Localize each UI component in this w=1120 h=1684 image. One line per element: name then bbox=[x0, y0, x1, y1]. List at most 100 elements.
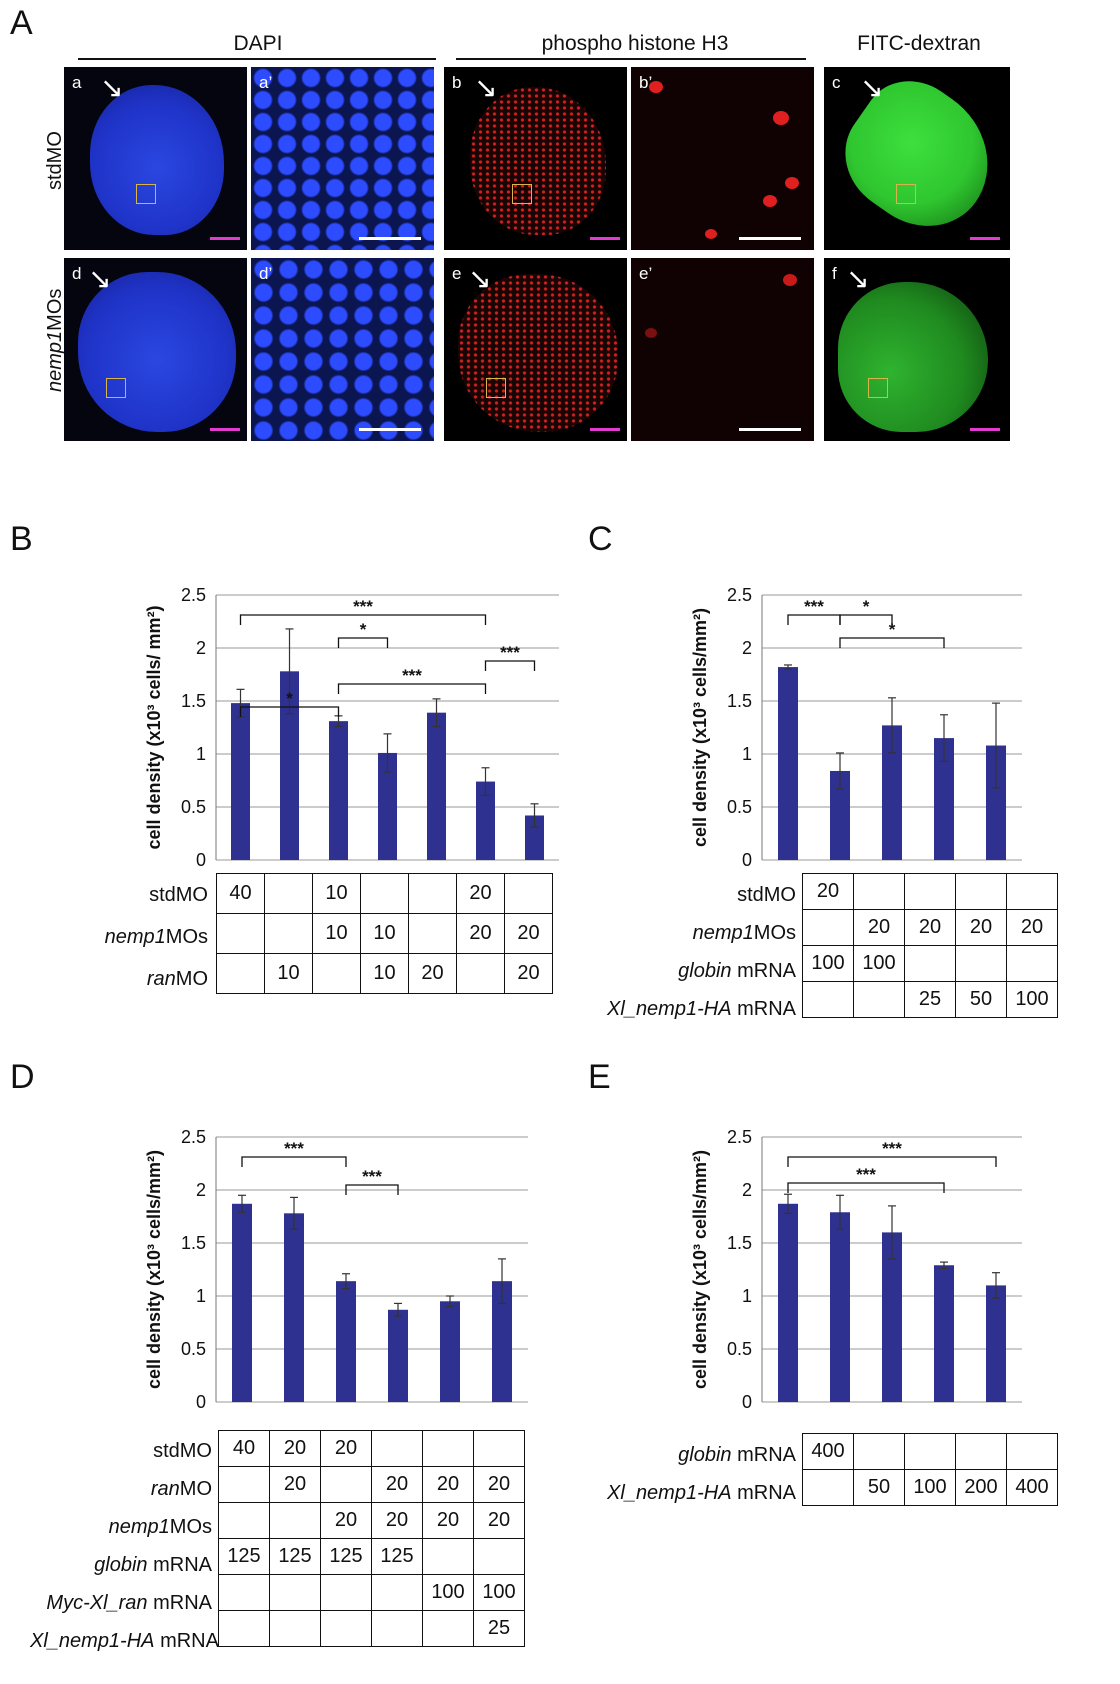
table-label-text: mRNA bbox=[731, 1444, 796, 1466]
table-cell bbox=[1006, 873, 1058, 910]
header-dapi-line bbox=[78, 58, 436, 60]
table-cell bbox=[422, 1538, 474, 1575]
y-tick-label: 2.5 bbox=[727, 1127, 752, 1147]
table-cell bbox=[802, 981, 854, 1018]
significance-bracket bbox=[239, 614, 487, 625]
significance-label: * bbox=[360, 620, 367, 639]
table-cell bbox=[473, 1538, 525, 1575]
sublabel-b: b bbox=[452, 73, 462, 92]
significance-bracket bbox=[345, 1184, 399, 1195]
significance-bracket bbox=[787, 1156, 997, 1167]
table-cell: 10 bbox=[312, 873, 361, 914]
table-label-text: mRNA bbox=[731, 960, 796, 982]
bar bbox=[830, 770, 850, 860]
y-tick-label: 2.5 bbox=[181, 1127, 206, 1147]
table-label-text: mRNA bbox=[147, 1592, 212, 1614]
significance-label: *** bbox=[856, 1165, 876, 1184]
table-cell: 20 bbox=[408, 953, 457, 994]
table-cell: 25 bbox=[904, 981, 956, 1018]
y-tick-label: 1.5 bbox=[727, 691, 752, 711]
panel-letter-c: C bbox=[588, 520, 613, 558]
sublabel-f: f bbox=[832, 264, 837, 283]
micrograph-a-dapi-whole: a ↘ bbox=[64, 67, 247, 250]
y-tick-label: 1 bbox=[742, 1286, 752, 1306]
table-label-italic: globin bbox=[678, 960, 732, 982]
bar bbox=[882, 1232, 902, 1402]
y-tick-label: 1.5 bbox=[181, 1233, 206, 1253]
bar bbox=[986, 745, 1006, 860]
table-cell bbox=[218, 1610, 270, 1647]
scale-bar bbox=[359, 428, 421, 431]
table-cell bbox=[269, 1610, 321, 1647]
table-row: 100 100 bbox=[802, 945, 1058, 982]
arrow-icon: ↘ bbox=[100, 72, 124, 103]
table-cell: 10 bbox=[360, 953, 409, 994]
table-c-label-0: stdMO bbox=[590, 884, 796, 907]
table-cell bbox=[269, 1502, 321, 1539]
table-cell bbox=[371, 1430, 423, 1467]
scale-bar bbox=[590, 428, 620, 431]
y-tick-label: 0.5 bbox=[727, 1339, 752, 1359]
table-cell: 125 bbox=[218, 1538, 270, 1575]
table-cell bbox=[955, 1433, 1007, 1470]
table-cell bbox=[904, 945, 956, 982]
panel-letter-b: B bbox=[10, 520, 33, 558]
table-cell: 200 bbox=[955, 1469, 1007, 1506]
table-row: 50 100 200 400 bbox=[802, 1469, 1058, 1506]
panel-letter-a: A bbox=[10, 4, 33, 42]
table-b-label-0: stdMO bbox=[60, 884, 208, 907]
table-label-italic: nemp1 bbox=[692, 922, 754, 944]
significance-label: * bbox=[863, 597, 870, 616]
table-cell bbox=[408, 873, 457, 914]
significance-label: *** bbox=[362, 1167, 382, 1186]
table-cell bbox=[955, 945, 1007, 982]
table-row: 20 bbox=[802, 873, 1058, 910]
bar bbox=[284, 1213, 304, 1402]
table-cell: 20 bbox=[504, 913, 553, 954]
table-cell: 20 bbox=[422, 1502, 474, 1539]
table-cell bbox=[1006, 1433, 1058, 1470]
table-cell bbox=[320, 1574, 372, 1611]
significance-label: *** bbox=[882, 1139, 902, 1158]
table-cell bbox=[216, 953, 265, 994]
table-cell: 40 bbox=[218, 1430, 270, 1467]
sublabel-b-prime: b’ bbox=[639, 73, 653, 92]
table-cell: 125 bbox=[269, 1538, 321, 1575]
table-row: 10 10 20 20 bbox=[216, 953, 553, 994]
y-tick-label: 2.5 bbox=[181, 585, 206, 605]
table-cell: 10 bbox=[360, 913, 409, 954]
table-cell bbox=[422, 1430, 474, 1467]
bar bbox=[778, 667, 798, 860]
table-e-label-1: Xl_nemp1-HA mRNA bbox=[590, 1482, 796, 1505]
table-cell: 100 bbox=[853, 945, 905, 982]
y-tick-label: 2 bbox=[196, 1180, 206, 1200]
table-row: 100 100 bbox=[218, 1574, 525, 1611]
table-cell bbox=[320, 1466, 372, 1503]
table-label-text: stdMO bbox=[149, 884, 208, 906]
bar bbox=[329, 721, 348, 860]
table-cell bbox=[218, 1466, 270, 1503]
sublabel-e-prime: e’ bbox=[639, 264, 653, 283]
roi-box bbox=[486, 378, 506, 398]
chart-d: 0 0.5 1 1.5 2 2.5 cell density (x10³ cells/mm²… bbox=[144, 1127, 528, 1412]
chart-b: 0 0.5 1 1.5 2 2.5 cell density (x10³ cells/ mm… bbox=[144, 585, 559, 870]
significance-bracket bbox=[337, 637, 389, 648]
table-d-label-1: ranMO bbox=[30, 1478, 212, 1501]
arrow-icon: ↘ bbox=[88, 263, 112, 294]
table-cell bbox=[802, 909, 854, 946]
row-label-nemp1-italic: nemp1 bbox=[44, 330, 66, 392]
table-cell: 20 bbox=[269, 1466, 321, 1503]
table-cell bbox=[1006, 945, 1058, 982]
sublabel-a: a bbox=[72, 73, 82, 92]
header-ph3: phospho histone H3 bbox=[541, 32, 729, 55]
table-cell bbox=[312, 953, 361, 994]
table-label-italic: Xl_nemp1-HA bbox=[30, 1630, 155, 1652]
table-label-text: mRNA bbox=[731, 998, 796, 1020]
table-cell: 20 bbox=[802, 873, 854, 910]
roi-box bbox=[512, 184, 532, 204]
significance-label: * bbox=[286, 689, 293, 708]
sublabel-e: e bbox=[452, 264, 462, 283]
roi-box bbox=[868, 378, 888, 398]
header-dapi: DAPI bbox=[233, 32, 283, 55]
scale-bar bbox=[210, 428, 240, 431]
